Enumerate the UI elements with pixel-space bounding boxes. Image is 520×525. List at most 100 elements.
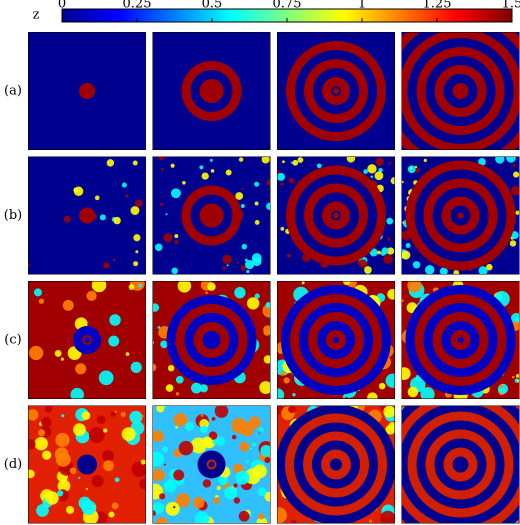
spot [175,492,191,508]
core [84,461,90,468]
spot [73,187,79,193]
spot [233,483,238,488]
spot [288,405,296,414]
colorbar-label: z [33,8,40,23]
spot [38,298,45,304]
spot [266,202,271,211]
spot [158,156,165,161]
spot [131,461,146,478]
spot [140,459,146,465]
spot [109,314,121,326]
spot [154,243,163,252]
spot [81,411,91,420]
spot [240,265,247,272]
colorbar-tick-label: 1.5 [502,0,520,12]
spot [218,475,228,486]
spot [106,159,115,167]
spot [495,156,505,164]
spot [129,410,143,424]
spot [241,187,244,191]
spot [152,303,160,312]
spot [292,159,299,166]
spot [63,215,71,223]
spot [110,411,116,417]
spot [288,177,295,184]
spot [182,180,186,185]
panel [28,32,146,150]
panel [152,32,271,150]
spot [238,510,250,522]
spot [138,283,143,288]
spot [132,160,138,166]
spot [277,388,285,399]
spot [130,361,142,373]
colorbar-tick-label: 0 [58,0,66,12]
spot [103,460,114,472]
spot [91,474,104,488]
spot [478,266,488,275]
spot [209,158,213,162]
spot [28,409,39,421]
spot [102,449,114,462]
spot [128,284,135,290]
spot [346,156,356,163]
spot [178,440,194,456]
spot [407,386,419,398]
panel [277,32,395,150]
spot [253,464,267,479]
spot [301,281,305,285]
panel [152,405,271,524]
spot [342,281,351,285]
spot [152,451,164,467]
spot [246,297,260,310]
spot [60,357,64,361]
spot [375,157,384,166]
spot [246,269,250,274]
spot [199,384,208,393]
spot [159,493,166,500]
spot [152,430,164,443]
spot [135,199,143,208]
spot [265,302,271,308]
spot [378,382,386,390]
spot [216,486,221,491]
spot [57,490,64,497]
spot [249,447,252,450]
spot [297,157,304,163]
spot [163,479,177,493]
spot [280,182,284,186]
spot [512,163,516,167]
spot [478,158,486,166]
spot [292,393,296,397]
spot [173,412,188,427]
spot [175,375,184,384]
spot [152,510,156,516]
row-label: (a) [4,84,22,99]
colorbar-tick-label: 0.75 [273,0,302,12]
core [333,337,339,343]
spot [201,172,209,180]
spot [69,467,77,475]
core [333,461,339,468]
spot [254,220,260,225]
spot [383,405,395,418]
spot [28,439,36,450]
spot [235,192,244,200]
core [208,88,215,94]
spot [135,250,139,254]
spot [114,477,120,483]
spot [184,421,194,431]
spot [245,459,249,464]
spot [251,253,262,264]
core [84,212,90,219]
spot [98,370,114,386]
spot [316,163,322,169]
spot [28,262,31,268]
spot [133,261,139,267]
spot [163,233,173,243]
spot [380,510,395,524]
spot [266,178,271,186]
spot [254,201,259,206]
spot [424,265,435,275]
spot [152,502,165,514]
